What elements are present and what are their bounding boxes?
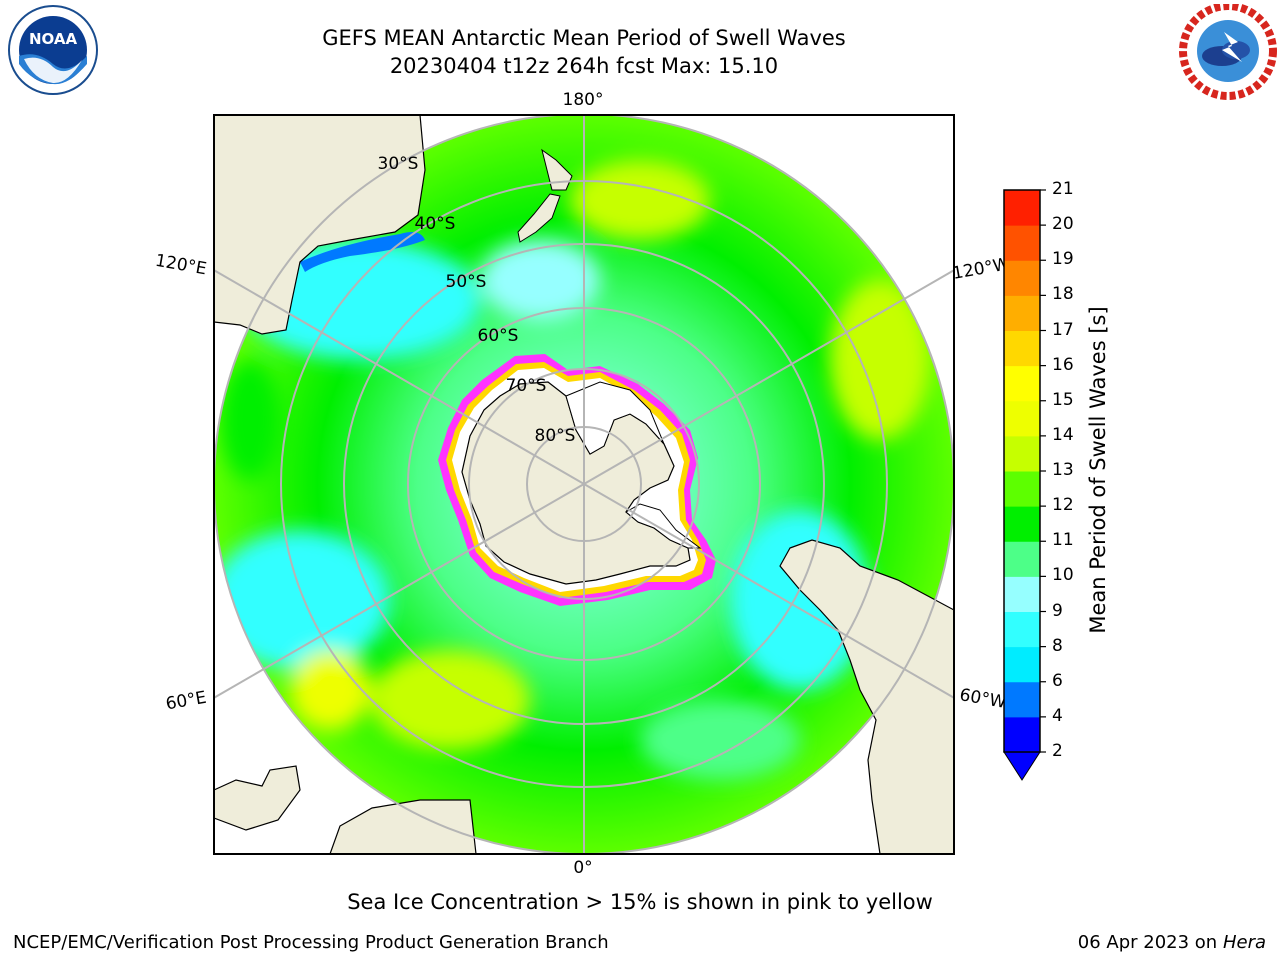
date-text: 06 Apr 2023 on: [1077, 932, 1223, 953]
colorbar-tick-label: 8: [1052, 635, 1063, 656]
label-0: 0°: [573, 858, 592, 878]
label-60e: 60°E: [164, 688, 208, 715]
colorbar-tick-label: 14: [1052, 424, 1074, 445]
colorbar-segment: [1004, 400, 1040, 437]
colorbar-tick-label: 18: [1052, 284, 1074, 305]
label-80s: 80°S: [535, 426, 576, 446]
label-60s: 60°S: [478, 326, 519, 346]
colorbar-segment: [1004, 471, 1040, 507]
credit-text: NCEP/EMC/Verification Post Processing Pr…: [13, 932, 609, 953]
colorbar-tick-label: 21: [1052, 179, 1074, 199]
colorbar-tick-label: 11: [1052, 530, 1074, 551]
colorbar-label: Mean Period of Swell Waves [s]: [1086, 306, 1110, 634]
noaa-logo-icon: NOAA: [8, 5, 98, 95]
colorbar-segment: [1004, 330, 1040, 367]
label-30s: 30°S: [378, 154, 419, 174]
colorbar-segment: [1004, 541, 1040, 577]
colorbar-tick-label: 16: [1052, 354, 1074, 375]
colorbar-segment: [1004, 190, 1040, 226]
colorbar: [1003, 189, 1046, 781]
chart-title: GEFS MEAN Antarctic Mean Period of Swell…: [322, 26, 846, 50]
date-stamp: 06 Apr 2023 on Hera: [1078, 932, 1266, 953]
colorbar-segment: [1004, 295, 1040, 331]
colorbar-tick-label: 13: [1052, 460, 1074, 480]
colorbar-tick-label: 6: [1052, 670, 1063, 691]
nws-logo-icon: [1179, 4, 1277, 100]
colorbar-tick-label: 4: [1052, 705, 1063, 726]
colorbar-segment: [1004, 260, 1040, 296]
host-text: Hera: [1222, 932, 1266, 953]
colorbar-segment: [1004, 365, 1040, 402]
colorbar-tick-label: 10: [1052, 565, 1074, 586]
label-120e: 120°E: [154, 251, 208, 280]
colorbar-segment: [1004, 506, 1040, 542]
colorbar-tick-label: 15: [1052, 389, 1074, 410]
colorbar-segment: [1004, 716, 1040, 753]
colorbar-segment: [1004, 611, 1040, 648]
label-50s: 50°S: [446, 272, 487, 292]
label-180: 180°: [563, 90, 604, 110]
colorbar-extend-arrow: [1003, 751, 1041, 781]
colorbar-tick-label: 12: [1052, 495, 1074, 516]
colorbar-segment: [1004, 435, 1040, 472]
sea-ice-note: Sea Ice Concentration > 15% is shown in …: [347, 890, 933, 914]
chart-subtitle: 20230404 t12z 264h fcst Max: 15.10: [389, 54, 779, 78]
colorbar-tick-label: 2: [1052, 741, 1063, 761]
colorbar-segment: [1004, 646, 1040, 683]
noaa-logo-text: NOAA: [29, 30, 78, 48]
colorbar-tick-label: 17: [1052, 319, 1074, 340]
colorbar-segment: [1004, 225, 1040, 261]
ice-shelf-ross: [565, 381, 665, 455]
label-70s: 70°S: [506, 376, 547, 396]
colorbar-tick-label: 9: [1052, 600, 1063, 621]
colorbar-segment: [1004, 576, 1040, 612]
colorbar-tick-label: 20: [1052, 214, 1074, 235]
land-africa: [214, 765, 301, 831]
colorbar-tick-label: 19: [1052, 249, 1074, 270]
colorbar-segment: [1004, 681, 1040, 718]
label-40s: 40°S: [415, 214, 456, 234]
